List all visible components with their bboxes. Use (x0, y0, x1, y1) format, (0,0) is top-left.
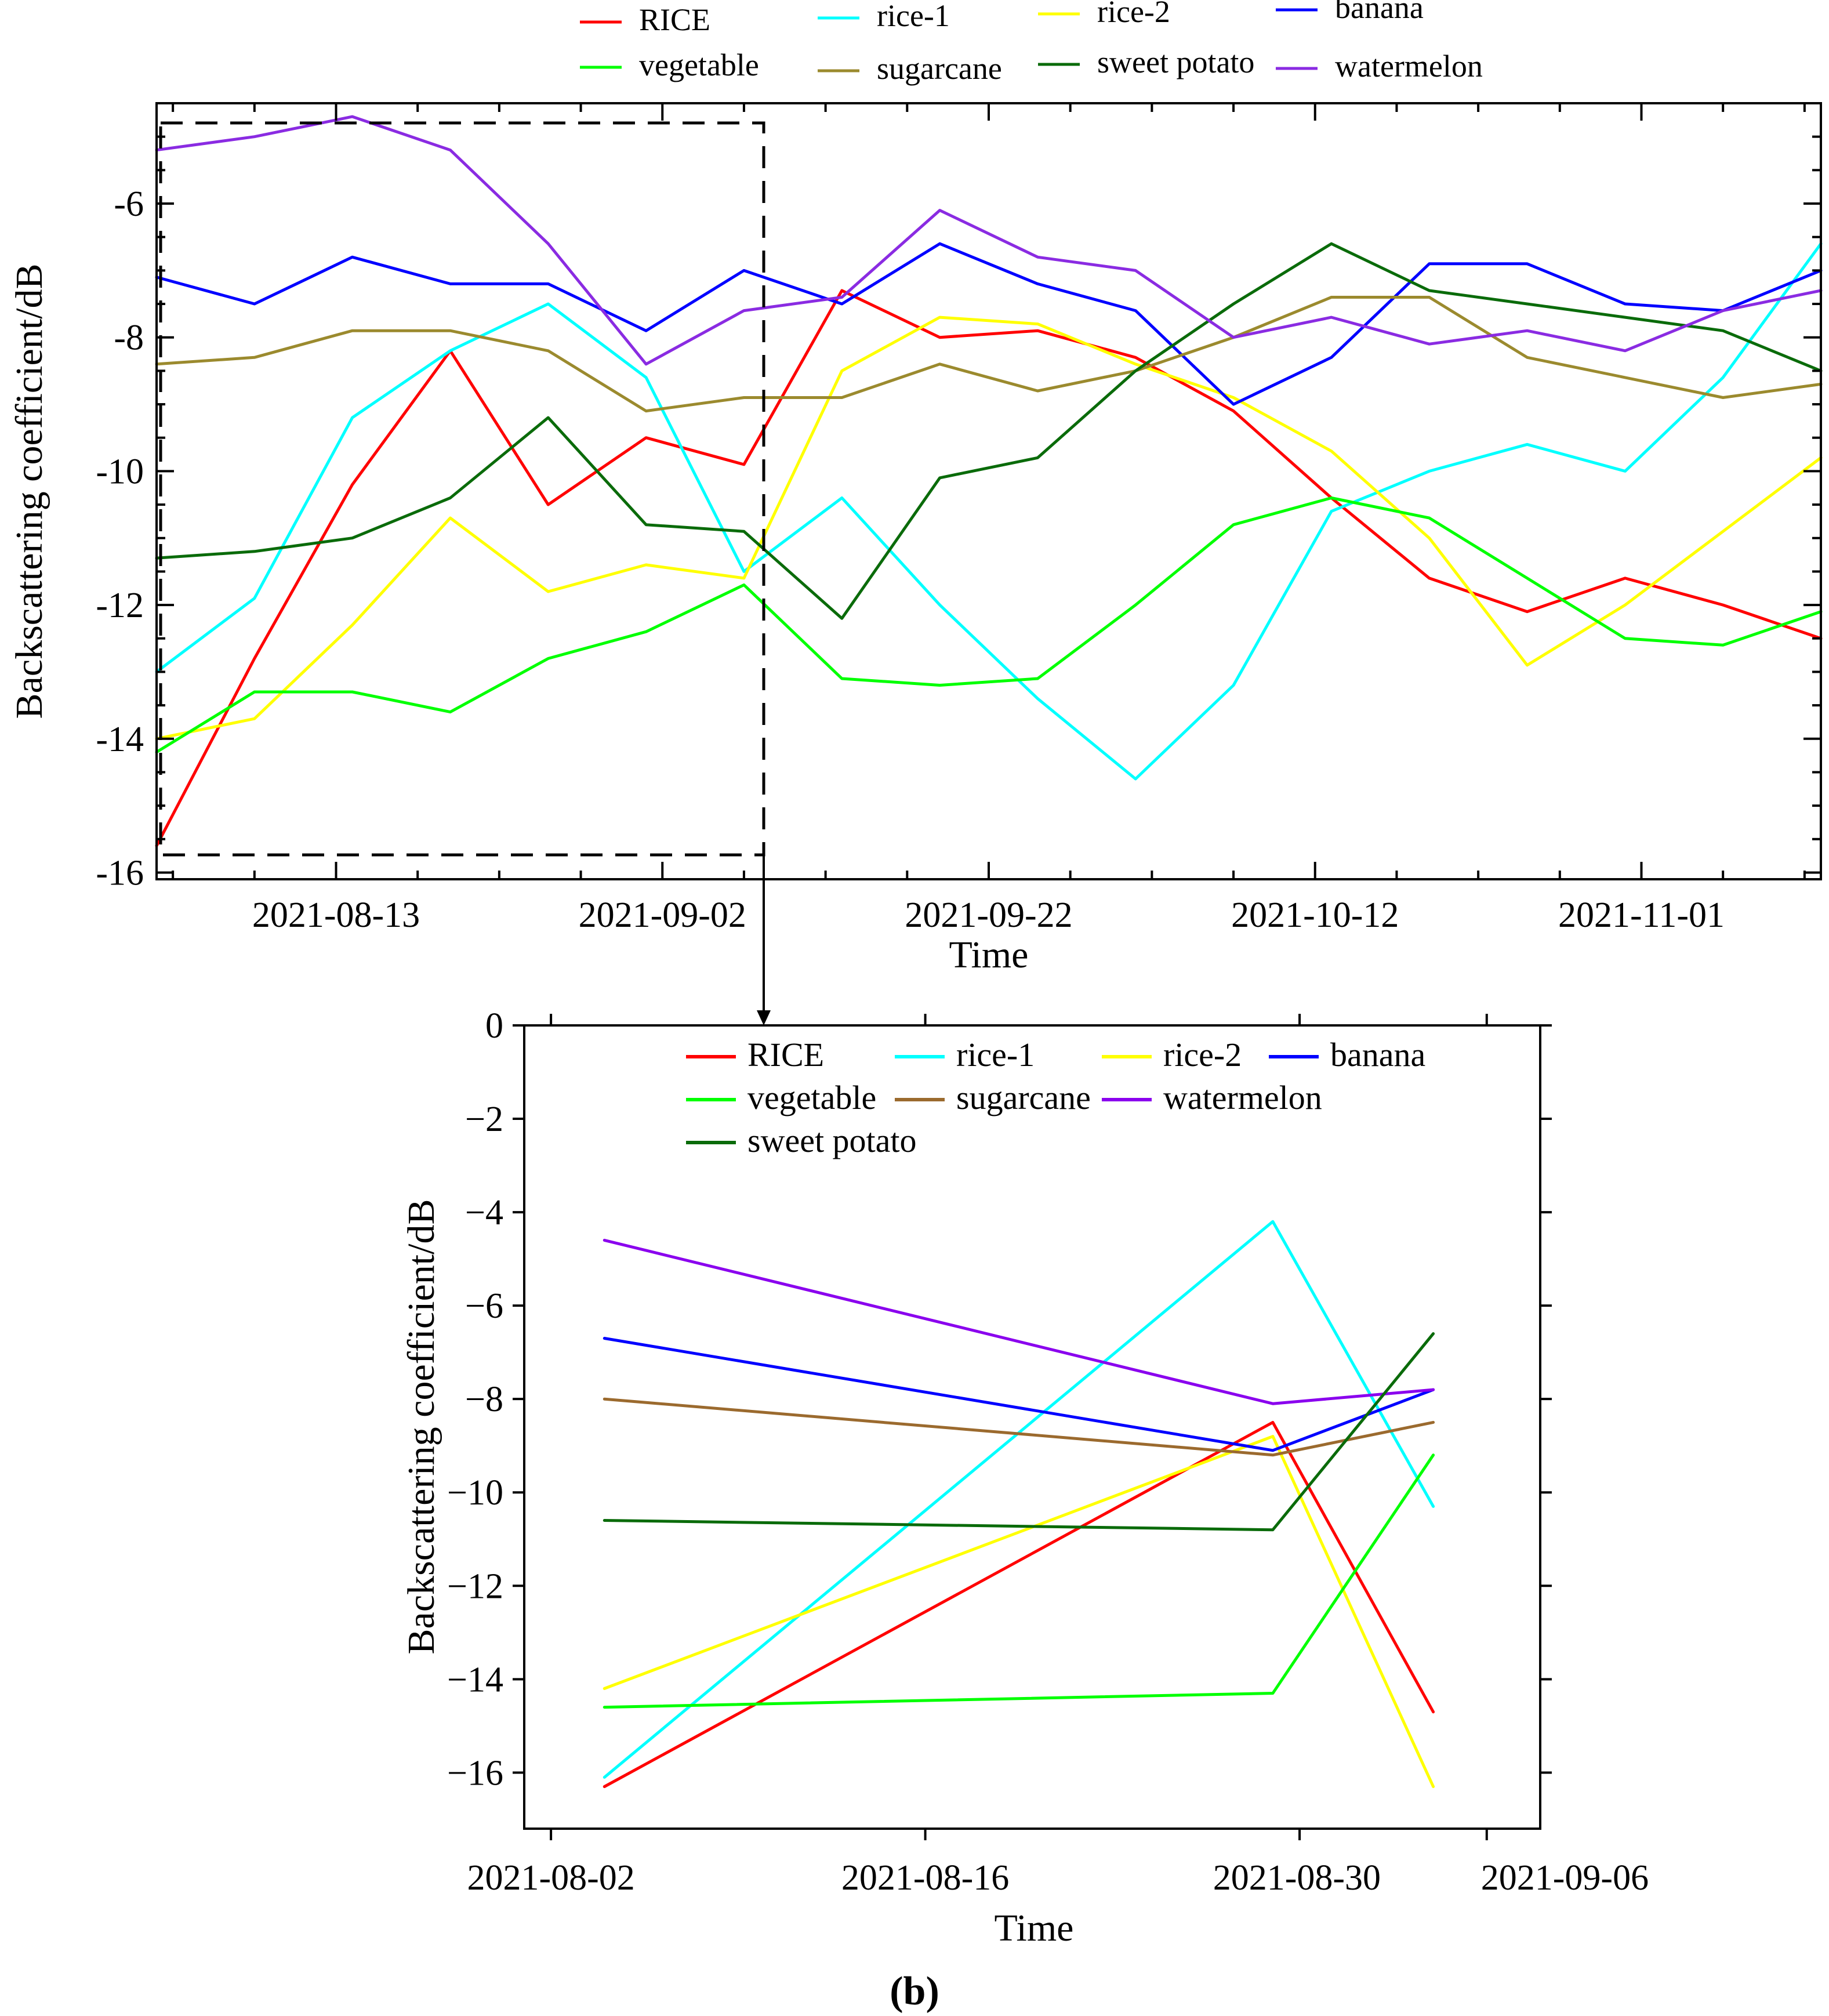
top-legend-label-sweet-potato: sweet potato (1097, 45, 1254, 79)
top-xtick-label: 2021-10-12 (1231, 895, 1399, 935)
bottom-ytick-label: −8 (465, 1380, 503, 1419)
bottom-ytick-label: −14 (447, 1660, 503, 1699)
bottom-ytick-label: −10 (447, 1473, 503, 1513)
top-ytick-label: -6 (114, 184, 144, 224)
bottom-line-vegetable (603, 1453, 1435, 1709)
bottom-line-banana (603, 1337, 1435, 1452)
top-line-banana (155, 242, 1823, 406)
bottom-line-rice-2 (603, 1435, 1435, 1788)
top-xtick-label: 2021-09-02 (579, 895, 746, 935)
bottom-xtick-label: 2021-08-30 (1213, 1858, 1381, 1898)
bottom-legend-label-watermelon: watermelon (1163, 1079, 1322, 1116)
bottom-xtick-label: 2021-08-16 (841, 1858, 1009, 1898)
top-ytick-label: -14 (96, 720, 144, 759)
top-chart: RICE rice-1 rice-2 banana vegetable sugarcane… (8, 0, 1823, 976)
top-ytick-label: -12 (96, 586, 144, 625)
bottom-line-rice-1 (603, 1220, 1435, 1779)
bottom-xtick-label: 2021-08-02 (467, 1858, 634, 1898)
top-line-rice (155, 289, 1823, 847)
bottom-series-lines (603, 1220, 1435, 1788)
top-ytick-label: -10 (96, 452, 144, 491)
top-line-watermelon (155, 115, 1823, 366)
bottom-plot-frame (523, 1024, 1541, 1830)
bottom-legend-label-sugarcane: sugarcane (956, 1079, 1091, 1116)
bottom-x-tick-labels: 2021-08-02 2021-08-16 2021-08-30 2021-09-06 (467, 1858, 1649, 1898)
bottom-axis-ticks (513, 1014, 1552, 1840)
top-legend-label-banana: banana (1335, 0, 1424, 25)
bottom-line-sweet-potato (603, 1332, 1435, 1532)
top-axis-ticks (157, 103, 1821, 879)
bottom-ytick-label: −2 (465, 1100, 503, 1139)
top-x-tick-labels: 2021-08-13 2021-09-02 2021-09-22 2021-10-12… (252, 895, 1725, 935)
bottom-ytick-label: −12 (447, 1567, 503, 1606)
top-plot-frame (155, 102, 1822, 880)
bottom-legend-label-vegetable: vegetable (747, 1079, 876, 1116)
bottom-ytick-label: 0 (485, 1006, 503, 1046)
zoom-connector-arrow (757, 855, 771, 1025)
bottom-legend-label-rice-2: rice-2 (1163, 1036, 1242, 1074)
bottom-line-watermelon (603, 1238, 1435, 1405)
bottom-legend-label-banana: banana (1330, 1036, 1425, 1074)
bottom-xtick-label: 2021-09-06 (1481, 1858, 1649, 1898)
top-line-vegetable (155, 496, 1823, 754)
top-legend-label-rice: RICE (639, 2, 710, 37)
bottom-legend-label-rice: RICE (747, 1036, 824, 1074)
top-y-tick-labels: -16 -14 -12 -10 -8 -6 (96, 184, 144, 893)
bottom-line-rice (603, 1420, 1435, 1788)
bottom-ytick-label: −4 (465, 1193, 503, 1232)
bottom-legend-label-sweet-potato: sweet potato (747, 1122, 917, 1159)
bottom-chart: RICE rice-1 rice-2 banana vegetable sugarcane… (400, 1006, 1649, 1949)
figure-caption: (b) (890, 1969, 939, 2014)
top-legend-label-watermelon: watermelon (1335, 49, 1483, 84)
bottom-line-sugarcane (603, 1397, 1435, 1457)
top-x-axis-title: Time (949, 934, 1029, 976)
top-y-axis-title: Backscattering coefficient/dB (8, 264, 50, 719)
bottom-x-axis-title: Time (995, 1907, 1074, 1949)
bottom-legend: RICE rice-1 rice-2 banana vegetable sugarcane… (686, 1036, 1425, 1159)
bottom-y-axis-title: Backscattering coefficient/dB (400, 1199, 442, 1655)
top-series-lines (155, 115, 1823, 847)
top-line-sugarcane (155, 296, 1823, 413)
zoom-region-box (159, 121, 765, 857)
top-legend-label-sugarcane: sugarcane (877, 51, 1002, 86)
top-legend-label-vegetable: vegetable (639, 48, 759, 82)
top-ytick-label: -16 (96, 853, 144, 893)
bottom-ytick-label: −16 (447, 1753, 503, 1793)
top-legend-label-rice-2: rice-2 (1097, 0, 1170, 29)
top-line-rice-1 (155, 242, 1823, 781)
top-legend: RICE rice-1 rice-2 banana vegetable sugarcane… (580, 0, 1483, 86)
bottom-ytick-label: −6 (465, 1286, 503, 1326)
top-legend-label-rice-1: rice-1 (877, 0, 950, 33)
top-line-sweet-potato (155, 242, 1823, 620)
top-ytick-label: -8 (114, 318, 144, 358)
bottom-y-tick-labels: −16 −14 −12 −10 −8 −6 −4 −2 0 (447, 1006, 503, 1793)
bottom-legend-label-rice-1: rice-1 (956, 1036, 1035, 1074)
top-xtick-label: 2021-11-01 (1558, 895, 1725, 935)
top-line-rice-2 (155, 316, 1823, 741)
top-xtick-label: 2021-09-22 (905, 895, 1072, 935)
top-xtick-label: 2021-08-13 (252, 895, 420, 935)
